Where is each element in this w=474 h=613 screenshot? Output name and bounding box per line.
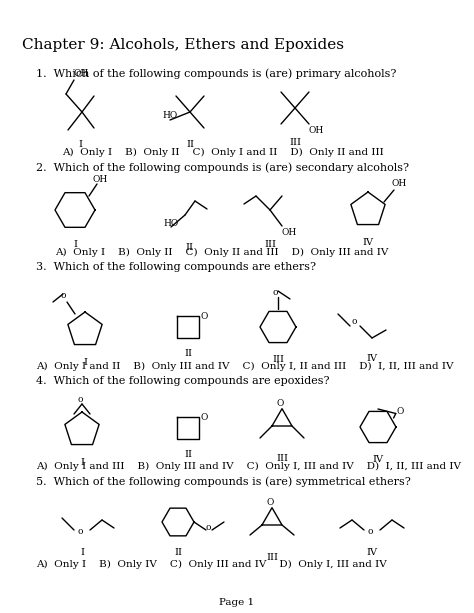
Text: o: o bbox=[77, 395, 83, 404]
Text: I: I bbox=[78, 140, 82, 149]
Text: Page 1: Page 1 bbox=[219, 598, 255, 607]
Text: I: I bbox=[83, 358, 87, 367]
Text: II: II bbox=[186, 140, 194, 149]
Text: III: III bbox=[276, 454, 288, 463]
Text: II: II bbox=[184, 450, 192, 459]
Text: I: I bbox=[73, 240, 77, 249]
Text: 2.  Which of the following compounds is (are) secondary alcohols?: 2. Which of the following compounds is (… bbox=[36, 162, 409, 173]
Text: 4.  Which of the following compounds are epoxides?: 4. Which of the following compounds are … bbox=[36, 376, 329, 386]
Text: A)  Only I    B)  Only IV    C)  Only III and IV    D)  Only I, III and IV: A) Only I B) Only IV C) Only III and IV … bbox=[36, 560, 387, 569]
Text: II: II bbox=[185, 243, 193, 252]
Text: O: O bbox=[276, 398, 283, 408]
Text: III: III bbox=[266, 553, 278, 562]
Text: 1.  Which of the following compounds is (are) primary alcohols?: 1. Which of the following compounds is (… bbox=[36, 68, 396, 78]
Text: o: o bbox=[206, 524, 211, 533]
Text: HO: HO bbox=[162, 112, 177, 121]
Text: Chapter 9: Alcohols, Ethers and Epoxides: Chapter 9: Alcohols, Ethers and Epoxides bbox=[22, 38, 344, 52]
Text: O: O bbox=[266, 498, 273, 507]
Text: IV: IV bbox=[366, 354, 377, 363]
Text: OH: OH bbox=[93, 175, 108, 184]
Text: IV: IV bbox=[363, 238, 374, 247]
Text: o: o bbox=[367, 528, 373, 536]
Text: OH: OH bbox=[392, 179, 407, 188]
Text: o: o bbox=[272, 288, 278, 297]
Text: OH: OH bbox=[74, 69, 89, 78]
Text: 5.  Which of the following compounds is (are) symmetrical ethers?: 5. Which of the following compounds is (… bbox=[36, 476, 411, 487]
Text: 3.  Which of the following compounds are ethers?: 3. Which of the following compounds are … bbox=[36, 262, 316, 272]
Text: OH: OH bbox=[282, 228, 297, 237]
Text: HO: HO bbox=[163, 218, 178, 227]
Text: A)  Only I    B)  Only II    C)  Only I and II    D)  Only II and III: A) Only I B) Only II C) Only I and II D)… bbox=[62, 148, 384, 157]
Text: III: III bbox=[289, 138, 301, 147]
Text: IV: IV bbox=[373, 455, 383, 464]
Text: o: o bbox=[77, 528, 83, 536]
Text: III: III bbox=[272, 355, 284, 364]
Text: O: O bbox=[397, 407, 404, 416]
Text: O: O bbox=[201, 413, 209, 422]
Text: I: I bbox=[80, 548, 84, 557]
Text: III: III bbox=[264, 240, 276, 249]
Text: IV: IV bbox=[366, 548, 377, 557]
Text: I: I bbox=[80, 458, 84, 467]
Text: A)  Only I    B)  Only II    C)  Only II and III    D)  Only III and IV: A) Only I B) Only II C) Only II and III … bbox=[55, 248, 388, 257]
Text: II: II bbox=[184, 349, 192, 358]
Text: A)  Only I and III    B)  Only III and IV    C)  Only I, III and IV    D)  I, II: A) Only I and III B) Only III and IV C) … bbox=[36, 462, 461, 471]
Text: o: o bbox=[351, 318, 357, 327]
Text: OH: OH bbox=[309, 126, 324, 135]
Text: A)  Only I and II    B)  Only III and IV    C)  Only I, II and III    D)  I, II,: A) Only I and II B) Only III and IV C) O… bbox=[36, 362, 454, 371]
Text: O: O bbox=[201, 312, 209, 321]
Text: II: II bbox=[174, 548, 182, 557]
Text: o: o bbox=[60, 291, 66, 300]
